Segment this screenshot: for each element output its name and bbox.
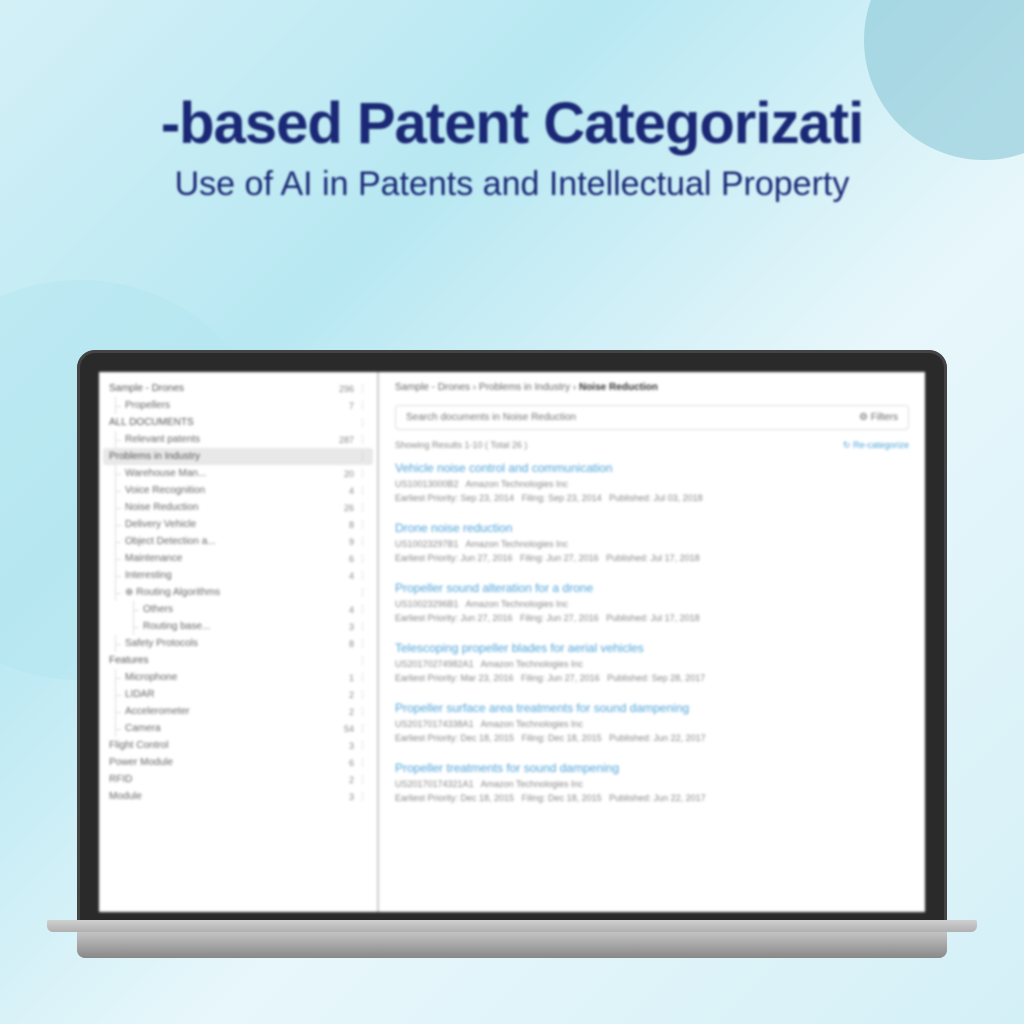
sidebar-item[interactable]: Delivery Vehicle8⋮ (103, 516, 373, 533)
sidebar-flight[interactable]: Flight Control 3⋮ (103, 737, 373, 754)
results-meta: Showing Results 1-10 ( Total 26 ) ↻ Re-c… (395, 440, 909, 451)
sidebar-item[interactable]: Accelerometer2⋮ (103, 703, 373, 720)
result-item[interactable]: Drone noise reduction US10023297B1 Amazon… (395, 521, 909, 565)
result-meta: US10023296B1 Amazon Technologies IncEarl… (395, 598, 909, 625)
sidebar-routing[interactable]: ⊕ Routing Algorithms⋮ (103, 584, 373, 601)
breadcrumb-b[interactable]: Problems in Industry (479, 382, 570, 393)
result-meta: US10013000B2 Amazon Technologies IncEarl… (395, 478, 909, 505)
headline: -based Patent Categorizati Use of AI in … (0, 90, 1024, 204)
laptop-bezel: Sample - Drones 296⋮ Propellers 7⋮ ALL D… (77, 350, 947, 930)
result-title[interactable]: Propeller sound alteration for a drone (395, 581, 909, 595)
results-count: Showing Results 1-10 ( Total 26 ) (395, 440, 527, 451)
breadcrumb: Sample - Drones › Problems in Industry ›… (395, 382, 909, 393)
sidebar-top[interactable]: Sample - Drones 296⋮ (103, 380, 373, 397)
sidebar-power[interactable]: Power Module 6⋮ (103, 754, 373, 771)
sidebar-item[interactable]: Routing base...3⋮ (103, 618, 373, 635)
app-screen: Sample - Drones 296⋮ Propellers 7⋮ ALL D… (99, 372, 925, 912)
headline-subtitle: Use of AI in Patents and Intellectual Pr… (0, 165, 1024, 204)
filters-button[interactable]: ⚙ Filters (859, 412, 898, 423)
recategorize-link[interactable]: ↻ Re-categorize (843, 440, 909, 451)
sidebar: Sample - Drones 296⋮ Propellers 7⋮ ALL D… (99, 372, 379, 912)
result-title[interactable]: Propeller surface area treatments for so… (395, 701, 909, 715)
sidebar-item[interactable]: Interesting4⋮ (103, 567, 373, 584)
result-meta: US20170174338A1 Amazon Technologies IncE… (395, 718, 909, 745)
search-row: ⚙ Filters (395, 405, 909, 430)
sidebar-item[interactable]: Maintenance6⋮ (103, 550, 373, 567)
result-title[interactable]: Drone noise reduction (395, 521, 909, 535)
breadcrumb-a[interactable]: Sample - Drones (395, 382, 470, 393)
result-title[interactable]: Propeller treatments for sound dampening (395, 761, 909, 775)
sidebar-problems[interactable]: Problems in Industry⋮ (103, 448, 373, 465)
result-meta: US10023297B1 Amazon Technologies IncEarl… (395, 538, 909, 565)
sidebar-item[interactable]: Warehouse Man...20⋮ (103, 465, 373, 482)
result-item[interactable]: Propeller sound alteration for a drone US… (395, 581, 909, 625)
sidebar-item[interactable]: Object Detection a...9⋮ (103, 533, 373, 550)
sidebar-propellers[interactable]: Propellers 7⋮ (103, 397, 373, 414)
sidebar-rfid[interactable]: RFID 2⋮ (103, 771, 373, 788)
result-item[interactable]: Vehicle noise control and communication U… (395, 461, 909, 505)
sidebar-item[interactable]: Noise Reduction26⋮ (103, 499, 373, 516)
sidebar-relevant[interactable]: Relevant patents 287⋮ (103, 431, 373, 448)
headline-title: -based Patent Categorizati (0, 90, 1024, 157)
result-item[interactable]: Telescoping propeller blades for aerial … (395, 641, 909, 685)
sidebar-item[interactable]: Camera54⋮ (103, 720, 373, 737)
sidebar-all-docs[interactable]: ALL DOCUMENTS⋮ (103, 414, 373, 431)
sidebar-safety[interactable]: Safety Protocols 8⋮ (103, 635, 373, 652)
sidebar-item[interactable]: Others4⋮ (103, 601, 373, 618)
sidebar-module[interactable]: Module 3⋮ (103, 788, 373, 805)
sidebar-item[interactable]: LIDAR2⋮ (103, 686, 373, 703)
sidebar-item[interactable]: Voice Recognition4⋮ (103, 482, 373, 499)
sidebar-features[interactable]: Features⋮ (103, 652, 373, 669)
sidebar-item[interactable]: Microphone1⋮ (103, 669, 373, 686)
result-item[interactable]: Propeller surface area treatments for so… (395, 701, 909, 745)
result-meta: US20170274982A1 Amazon Technologies IncE… (395, 658, 909, 685)
result-title[interactable]: Vehicle noise control and communication (395, 461, 909, 475)
result-item[interactable]: Propeller treatments for sound dampening… (395, 761, 909, 805)
main-panel: Sample - Drones › Problems in Industry ›… (379, 372, 925, 912)
search-input[interactable] (406, 412, 859, 423)
result-title[interactable]: Telescoping propeller blades for aerial … (395, 641, 909, 655)
laptop-base (77, 930, 947, 958)
result-meta: US20170174321A1 Amazon Technologies IncE… (395, 778, 909, 805)
breadcrumb-c: Noise Reduction (579, 382, 658, 393)
laptop-mockup: Sample - Drones 296⋮ Propellers 7⋮ ALL D… (77, 350, 947, 958)
